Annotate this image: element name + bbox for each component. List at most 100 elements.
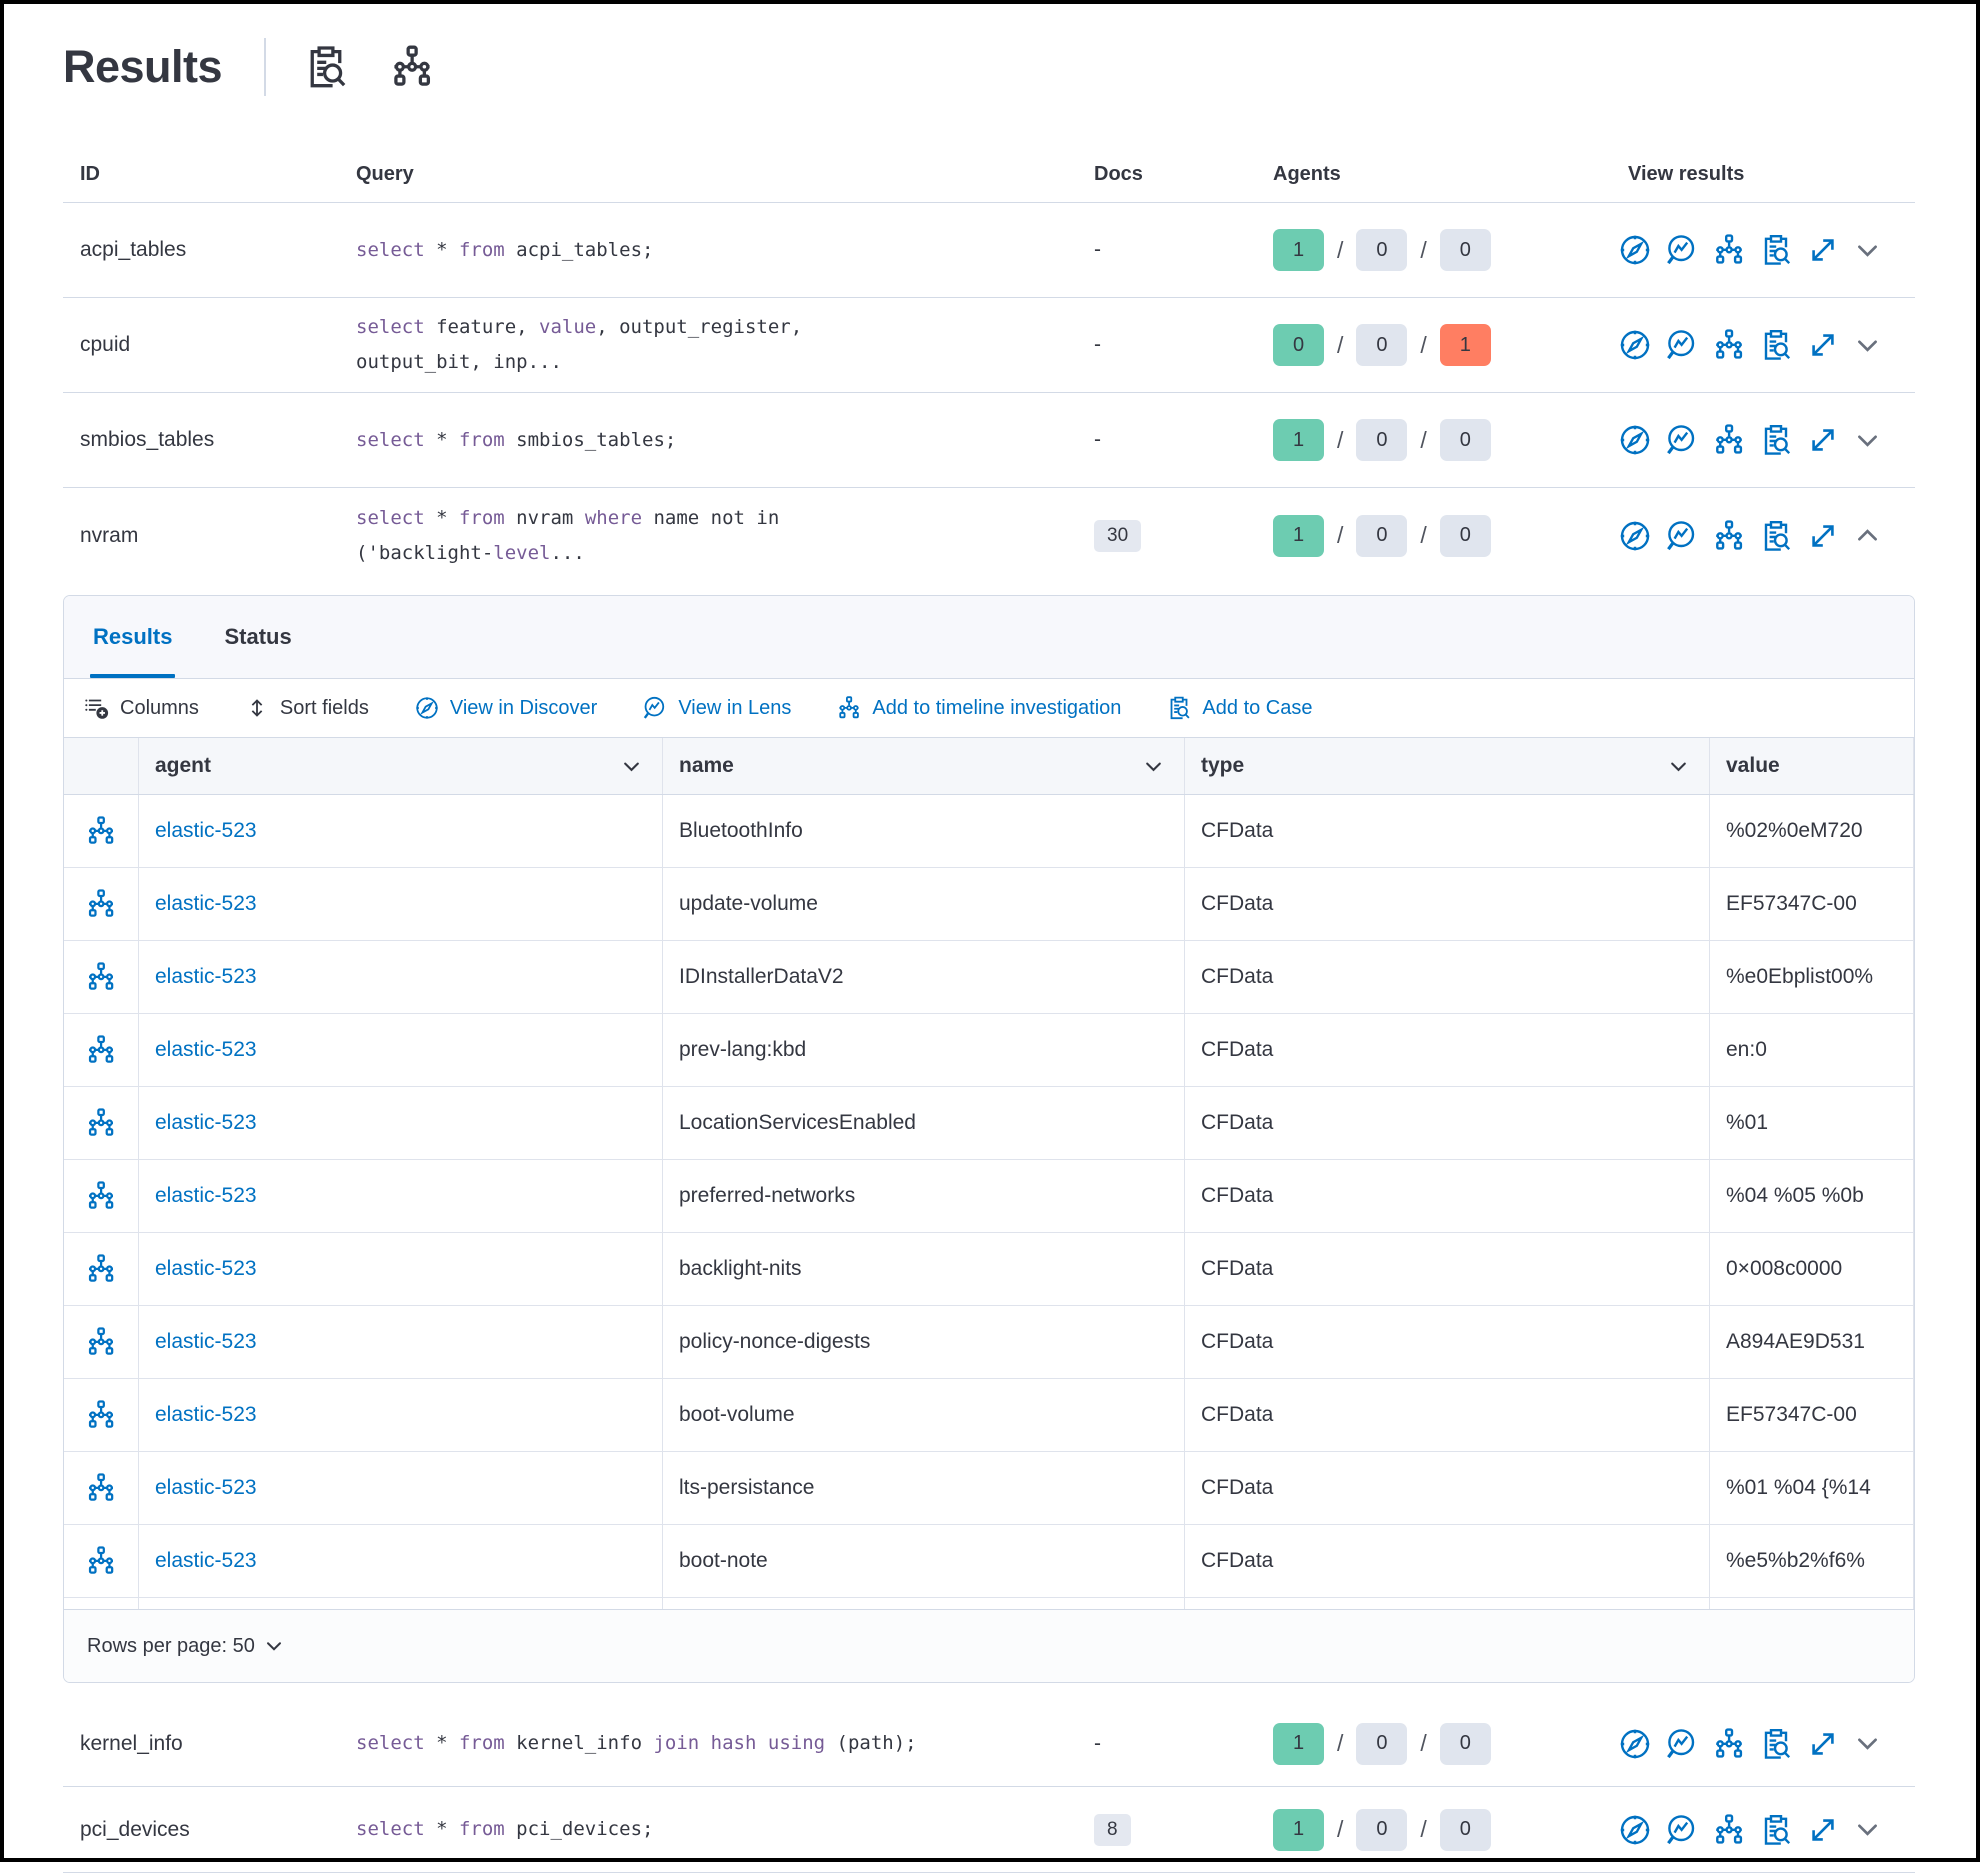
query-row: kernel_info select * from kernel_info jo… xyxy=(63,1701,1915,1787)
add-to-case-icon[interactable] xyxy=(1760,1814,1792,1846)
view-in-discover-icon[interactable] xyxy=(1619,424,1651,456)
query-sql: select * from kernel_info join hash usin… xyxy=(356,1732,917,1754)
toggle-row-chevron[interactable] xyxy=(1854,520,1881,552)
add-to-case-icon[interactable] xyxy=(1760,520,1792,552)
agent-link[interactable]: elastic-523 xyxy=(139,868,663,940)
view-in-lens-button[interactable]: View in Lens xyxy=(643,696,791,720)
agent-link[interactable]: elastic-523 xyxy=(139,1087,663,1159)
agent-link[interactable]: elastic-523 xyxy=(139,795,663,867)
add-to-timeline-icon[interactable] xyxy=(86,962,116,992)
agent-link[interactable]: elastic-523 xyxy=(139,1233,663,1305)
toggle-row-chevron[interactable] xyxy=(1854,1814,1881,1846)
view-in-discover-button[interactable]: View in Discover xyxy=(415,696,597,720)
add-to-timeline-icon[interactable] xyxy=(86,1181,116,1211)
add-to-case-button[interactable]: Add to Case xyxy=(1167,696,1313,720)
query-sql: select feature, value, output_register, o… xyxy=(356,316,803,373)
grid-header-value[interactable]: value xyxy=(1710,738,1914,794)
view-in-lens-icon[interactable] xyxy=(1666,329,1698,361)
agent-link[interactable]: elastic-523 xyxy=(139,1452,663,1524)
expand-results-icon[interactable] xyxy=(1807,329,1839,361)
agents-cell: 1 / 0 / 0 xyxy=(1230,1808,1586,1851)
column-header-id: ID xyxy=(80,163,100,185)
grid-header-agent[interactable]: agent xyxy=(139,738,663,794)
view-in-discover-icon[interactable] xyxy=(1619,520,1651,552)
results-grid-header: agent name type value xyxy=(64,738,1914,795)
add-to-timeline-icon[interactable] xyxy=(86,1108,116,1138)
chevron-down-icon[interactable] xyxy=(1668,756,1689,777)
expand-results-icon[interactable] xyxy=(1807,520,1839,552)
view-in-lens-icon[interactable] xyxy=(1666,424,1698,456)
expand-results-icon[interactable] xyxy=(1807,234,1839,266)
add-to-timeline-icon[interactable] xyxy=(86,1035,116,1065)
view-in-lens-icon[interactable] xyxy=(1666,1814,1698,1846)
result-row: elastic-523 LocationServicesEnabled CFDa… xyxy=(64,1087,1914,1160)
add-to-timeline-icon[interactable] xyxy=(86,889,116,919)
agent-link[interactable]: elastic-523 xyxy=(139,1306,663,1378)
add-to-timeline-icon[interactable] xyxy=(86,1254,116,1284)
view-in-discover-icon[interactable] xyxy=(1619,1728,1651,1760)
agents-separator: / xyxy=(1337,522,1344,548)
agents-neutral-badge: 0 xyxy=(1439,419,1491,461)
add-to-timeline-button[interactable]: Add to timeline investigation xyxy=(837,696,1121,720)
add-to-timeline-icon[interactable] xyxy=(1713,1728,1745,1760)
agent-link[interactable]: elastic-523 xyxy=(139,941,663,1013)
view-in-lens-icon[interactable] xyxy=(1666,234,1698,266)
tab-status[interactable]: Status xyxy=(221,596,294,678)
add-to-case-icon[interactable] xyxy=(1760,329,1792,361)
sort-fields-button[interactable]: Sort fields xyxy=(245,696,369,720)
rows-per-page-button[interactable]: Rows per page: 50 xyxy=(81,1634,290,1659)
toggle-row-chevron[interactable] xyxy=(1854,424,1881,456)
add-to-timeline-icon[interactable] xyxy=(1713,1814,1745,1846)
header-divider xyxy=(264,38,267,96)
view-results-actions xyxy=(1586,329,1915,361)
chevron-down-icon[interactable] xyxy=(1143,756,1164,777)
add-to-timeline-icon[interactable] xyxy=(86,816,116,846)
tab-results[interactable]: Results xyxy=(90,596,176,678)
view-in-lens-icon[interactable] xyxy=(1666,1728,1698,1760)
add-to-timeline-icon[interactable] xyxy=(1713,234,1745,266)
attach-to-case-icon[interactable] xyxy=(304,44,348,90)
view-in-lens-icon[interactable] xyxy=(1666,520,1698,552)
timeline-icon[interactable] xyxy=(390,44,434,90)
agents-neutral-badge: 0 xyxy=(1356,229,1408,271)
add-to-timeline-icon[interactable] xyxy=(1713,424,1745,456)
result-row: elastic-523 lts-persistance CFData %01 %… xyxy=(64,1452,1914,1525)
grid-header-name[interactable]: name xyxy=(663,738,1185,794)
result-type: CFData xyxy=(1185,1014,1710,1086)
toggle-row-chevron[interactable] xyxy=(1854,1728,1881,1760)
query-row: smbios_tables select * from smbios_table… xyxy=(63,393,1915,488)
query-id: nvram xyxy=(80,523,139,547)
agent-link[interactable]: elastic-523 xyxy=(139,1014,663,1086)
agents-success-badge: 0 xyxy=(1273,324,1324,366)
add-to-timeline-icon[interactable] xyxy=(86,1473,116,1503)
agents-separator: / xyxy=(1420,1730,1427,1756)
agent-link[interactable]: elastic-523 xyxy=(139,1379,663,1451)
add-to-case-icon[interactable] xyxy=(1760,1728,1792,1760)
expand-results-icon[interactable] xyxy=(1807,1814,1839,1846)
agent-link[interactable]: elastic-523 xyxy=(139,1160,663,1232)
toggle-row-chevron[interactable] xyxy=(1854,234,1881,266)
columns-button[interactable]: Columns xyxy=(85,696,199,720)
result-row-control-cell xyxy=(64,1525,139,1597)
add-to-timeline-icon[interactable] xyxy=(86,1400,116,1430)
docs-cell: 30 xyxy=(1080,519,1230,552)
results-panel-tabs: Results Status xyxy=(64,596,1914,679)
view-in-discover-icon[interactable] xyxy=(1619,234,1651,266)
agent-link[interactable]: elastic-523 xyxy=(139,1525,663,1597)
add-to-case-icon[interactable] xyxy=(1760,234,1792,266)
add-to-timeline-icon[interactable] xyxy=(1713,329,1745,361)
agents-separator: / xyxy=(1420,522,1427,548)
view-in-discover-icon[interactable] xyxy=(1619,329,1651,361)
add-to-case-icon[interactable] xyxy=(1760,424,1792,456)
chevron-down-icon[interactable] xyxy=(621,756,642,777)
expand-results-icon[interactable] xyxy=(1807,424,1839,456)
result-row: elastic-523 update-volume CFData EF57347… xyxy=(64,868,1914,941)
expand-results-icon[interactable] xyxy=(1807,1728,1839,1760)
view-in-discover-icon[interactable] xyxy=(1619,1814,1651,1846)
add-to-timeline-icon[interactable] xyxy=(86,1546,116,1576)
add-to-timeline-icon[interactable] xyxy=(86,1327,116,1357)
add-to-timeline-icon[interactable] xyxy=(1713,520,1745,552)
grid-header-type[interactable]: type xyxy=(1185,738,1710,794)
result-type: CFData xyxy=(1185,1525,1710,1597)
toggle-row-chevron[interactable] xyxy=(1854,329,1881,361)
